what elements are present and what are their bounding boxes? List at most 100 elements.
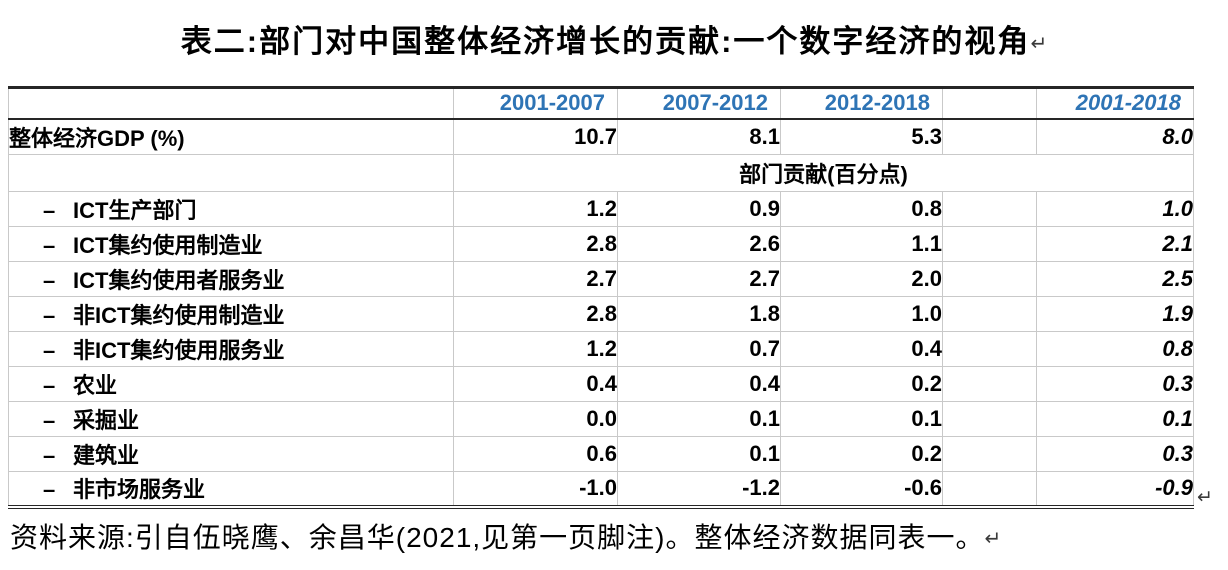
row-label-text: 非ICT集约使用制造业	[73, 303, 285, 328]
spacer-cell	[942, 331, 1037, 367]
value-cell-total: 8.0	[1036, 118, 1194, 155]
value-cell: 0.4	[453, 366, 618, 402]
table-row: – 采掘业 0.0 0.1 0.1 0.1	[8, 401, 1194, 437]
section-header-cell: 部门贡献(百分点)	[453, 154, 1194, 192]
value-cell-total: 2.1	[1036, 226, 1194, 262]
table-row: – ICT集约使用制造业 2.8 2.6 1.1 2.1	[8, 226, 1194, 262]
value-cell: 1.2	[453, 331, 618, 367]
value-cell: 0.2	[780, 436, 943, 472]
value-cell-total: 0.3	[1036, 366, 1194, 402]
table-row-gdp: 整体经济GDP (%) 10.7 8.1 5.3 8.0	[8, 118, 1194, 155]
spacer-cell	[942, 226, 1037, 262]
table-row: – ICT集约使用者服务业 2.7 2.7 2.0 2.5	[8, 261, 1194, 297]
value-cell-total: -0.9	[1036, 471, 1194, 509]
section-empty-label	[8, 154, 454, 192]
value-cell: 2.8	[453, 226, 618, 262]
header-period-1: 2001-2007	[453, 86, 618, 120]
value-cell: 0.4	[617, 366, 781, 402]
value-cell: 0.8	[780, 191, 943, 227]
dash-bullet: –	[43, 198, 56, 223]
spacer-cell	[942, 471, 1037, 509]
row-label: – ICT生产部门	[8, 191, 454, 227]
paragraph-return-icon: ↵	[1197, 487, 1213, 508]
header-period-3: 2012-2018	[780, 86, 943, 120]
table-row: – 农业 0.4 0.4 0.2 0.3	[8, 366, 1194, 402]
spacer-cell	[942, 261, 1037, 297]
table-row: – 非ICT集约使用服务业 1.2 0.7 0.4 0.8	[8, 331, 1194, 367]
value-cell: -1.2	[617, 471, 781, 509]
table-row: – ICT生产部门 1.2 0.9 0.8 1.0	[8, 191, 1194, 227]
spacer-cell	[942, 191, 1037, 227]
value-cell: 0.1	[617, 401, 781, 437]
table-title: 表二:部门对中国整体经济增长的贡献:一个数字经济的视角↵	[0, 16, 1228, 61]
dash-bullet: –	[43, 338, 56, 363]
header-empty-label	[8, 86, 454, 120]
section-header-row: 部门贡献(百分点)	[8, 154, 1194, 192]
value-cell-total: 1.9	[1036, 296, 1194, 332]
spacer-cell	[942, 118, 1037, 155]
value-cell: 0.9	[617, 191, 781, 227]
row-label: – 农业	[8, 366, 454, 402]
value-cell: 5.3	[780, 118, 943, 155]
value-cell: 1.0	[780, 296, 943, 332]
value-cell: 2.6	[617, 226, 781, 262]
value-cell-total: 0.1	[1036, 401, 1194, 437]
value-cell: 0.2	[780, 366, 943, 402]
value-cell: 1.2	[453, 191, 618, 227]
row-label-text: ICT生产部门	[73, 198, 197, 223]
value-cell: 2.8	[453, 296, 618, 332]
value-cell: 2.7	[453, 261, 618, 297]
row-label: – 建筑业	[8, 436, 454, 472]
table-row: – 建筑业 0.6 0.1 0.2 0.3	[8, 436, 1194, 472]
value-cell: -0.6	[780, 471, 943, 509]
spacer-cell	[942, 436, 1037, 472]
value-cell: -1.0	[453, 471, 618, 509]
value-cell: 0.1	[617, 436, 781, 472]
paragraph-return-icon: ↵	[1030, 33, 1048, 55]
value-cell: 10.7	[453, 118, 618, 155]
value-cell: 0.1	[780, 401, 943, 437]
value-cell: 0.4	[780, 331, 943, 367]
value-cell: 1.1	[780, 226, 943, 262]
value-cell: 2.7	[617, 261, 781, 297]
row-label: – 非市场服务业	[8, 471, 454, 509]
row-label: – 采掘业	[8, 401, 454, 437]
row-label: – ICT集约使用制造业	[8, 226, 454, 262]
economy-contribution-table: 2001-2007 2007-2012 2012-2018 2001-2018 …	[8, 86, 1194, 509]
row-label-text: 农业	[73, 373, 118, 398]
dash-bullet: –	[43, 233, 56, 258]
value-cell: 0.6	[453, 436, 618, 472]
header-spacer	[942, 86, 1037, 120]
value-cell-total: 1.0	[1036, 191, 1194, 227]
row-label: – ICT集约使用者服务业	[8, 261, 454, 297]
dash-bullet: –	[43, 268, 56, 293]
value-cell: 0.0	[453, 401, 618, 437]
source-note-text: 资料来源:引自伍晓鹰、余昌华(2021,见第一页脚注)。整体经济数据同表一。	[10, 522, 985, 553]
row-label-text: ICT集约使用者服务业	[73, 268, 285, 293]
dash-bullet: –	[43, 303, 56, 328]
source-note: 资料来源:引自伍晓鹰、余昌华(2021,见第一页脚注)。整体经济数据同表一。↵	[10, 516, 1225, 556]
row-label-text: ICT集约使用制造业	[73, 233, 263, 258]
header-period-total: 2001-2018	[1036, 86, 1194, 120]
row-label-text: 建筑业	[73, 443, 140, 468]
spacer-cell	[942, 366, 1037, 402]
row-label: – 非ICT集约使用制造业	[8, 296, 454, 332]
dash-bullet: –	[43, 477, 56, 503]
header-period-2: 2007-2012	[617, 86, 781, 120]
row-label: – 非ICT集约使用服务业	[8, 331, 454, 367]
table-row: – 非市场服务业 -1.0 -1.2 -0.6 -0.9	[8, 471, 1194, 509]
row-label-text: 非ICT集约使用服务业	[73, 338, 285, 363]
table-title-text: 表二:部门对中国整体经济增长的贡献:一个数字经济的视角	[180, 24, 1031, 59]
dash-bullet: –	[43, 443, 56, 468]
dash-bullet: –	[43, 373, 56, 398]
row-label-text: 采掘业	[73, 408, 140, 433]
value-cell: 2.0	[780, 261, 943, 297]
spacer-cell	[942, 401, 1037, 437]
row-label-text: 非市场服务业	[73, 477, 206, 503]
row-label: 整体经济GDP (%)	[8, 118, 454, 155]
dash-bullet: –	[43, 408, 56, 433]
value-cell-total: 2.5	[1036, 261, 1194, 297]
value-cell-total: 0.8	[1036, 331, 1194, 367]
value-cell: 8.1	[617, 118, 781, 155]
spacer-cell	[942, 296, 1037, 332]
